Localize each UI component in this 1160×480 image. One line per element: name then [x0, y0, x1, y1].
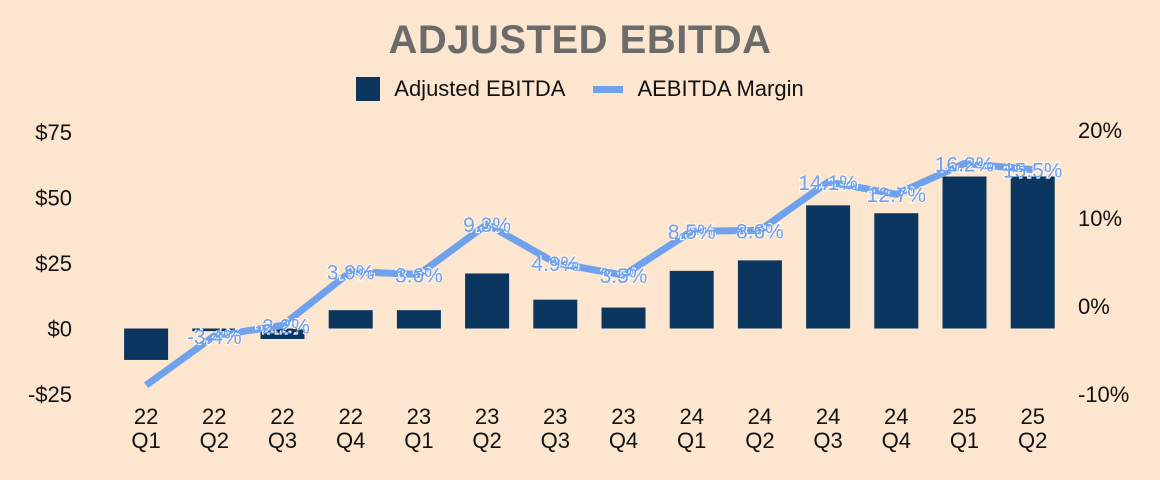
x-tick-label-quarter: Q2: [1018, 428, 1047, 453]
right-tick-label: -10%: [1078, 382, 1129, 407]
right-tick-label: 20%: [1078, 118, 1122, 143]
bar: [942, 176, 987, 329]
bar: [601, 307, 646, 329]
bar: [806, 205, 851, 329]
legend-swatch-margin: [593, 85, 624, 93]
margin-line: [144, 159, 1034, 389]
x-tick-label-year: 24: [816, 404, 840, 429]
margin-data-label: 15.5%: [1003, 160, 1063, 183]
right-tick-label: 10%: [1078, 206, 1122, 231]
x-tick-label-quarter: Q3: [541, 428, 570, 453]
bar: [533, 299, 578, 329]
bar: [124, 328, 169, 360]
x-tick-label-quarter: Q3: [268, 428, 297, 453]
margin-data-label: 8.6%: [736, 220, 784, 243]
x-tick-label-year: 24: [884, 404, 908, 429]
x-tick-label-quarter: Q2: [745, 428, 774, 453]
x-tick-label-year: 22: [270, 404, 294, 429]
legend: Adjusted EBITDA AEBITDA Margin: [0, 76, 1160, 102]
x-tick-label-quarter: Q1: [404, 428, 433, 453]
left-tick-label: $25: [35, 251, 72, 276]
x-tick-label-year: 23: [543, 404, 567, 429]
margin-data-label: 3.9%: [327, 262, 375, 285]
left-tick-label: $75: [35, 120, 72, 145]
chart-title: ADJUSTED EBITDA: [388, 18, 772, 62]
x-tick-label-year: 23: [475, 404, 499, 429]
x-tick-label-quarter: Q3: [813, 428, 842, 453]
x-tick-label-year: 24: [748, 404, 772, 429]
x-tick-label-quarter: Q4: [609, 428, 638, 453]
legend-label-margin: AEBITDA Margin: [637, 76, 804, 101]
margin-data-label: 14.1%: [798, 172, 858, 195]
margin-data-label: 3.6%: [395, 264, 443, 287]
legend-swatch-ebitda: [356, 77, 381, 101]
x-tick-label-quarter: Q4: [882, 428, 911, 453]
bar: [328, 310, 373, 329]
x-tick-label-quarter: Q1: [677, 428, 706, 453]
bar: [465, 273, 510, 329]
margin-data-label: 9.3%: [463, 214, 511, 237]
x-tick-label-year: 22: [202, 404, 226, 429]
bar: [396, 310, 441, 329]
margin-data-label: 4.9%: [531, 253, 579, 276]
x-tick-label-year: 25: [1020, 404, 1044, 429]
right-tick-label: 0%: [1078, 294, 1110, 319]
legend-label-ebitda: Adjusted EBITDA: [394, 76, 566, 101]
legend-item-ebitda: Adjusted EBITDA: [356, 76, 565, 102]
x-tick-label-quarter: Q1: [950, 428, 979, 453]
left-tick-label: $50: [35, 186, 72, 211]
bar: [1010, 176, 1055, 329]
x-tick-label-year: 22: [338, 404, 362, 429]
margin-data-label: 3.5%: [600, 265, 648, 288]
x-tick-label-year: 24: [679, 404, 703, 429]
margin-data-label: 8.5%: [668, 221, 716, 244]
x-tick-label-year: 25: [952, 404, 976, 429]
margin-data-label: -2.2%: [255, 315, 310, 338]
x-tick-label-quarter: Q1: [131, 428, 160, 453]
bar: [669, 270, 714, 329]
x-tick-label-quarter: Q4: [336, 428, 365, 453]
x-tick-label-year: 23: [611, 404, 635, 429]
left-tick-label: -$25: [28, 382, 72, 407]
left-tick-label: $0: [48, 317, 72, 342]
x-tick-label-year: 22: [134, 404, 158, 429]
margin-data-label: 16.2%: [935, 153, 995, 176]
margin-data-label: -3.4%: [187, 326, 242, 349]
x-tick-label-year: 23: [407, 404, 431, 429]
x-tick-label-quarter: Q2: [472, 428, 501, 453]
x-tick-label-quarter: Q2: [200, 428, 229, 453]
bar: [874, 213, 919, 329]
margin-data-label: 12.7%: [867, 184, 927, 207]
bar: [192, 328, 237, 332]
legend-item-margin: AEBITDA Margin: [593, 76, 804, 102]
bar: [737, 260, 782, 329]
bar: [260, 328, 305, 339]
